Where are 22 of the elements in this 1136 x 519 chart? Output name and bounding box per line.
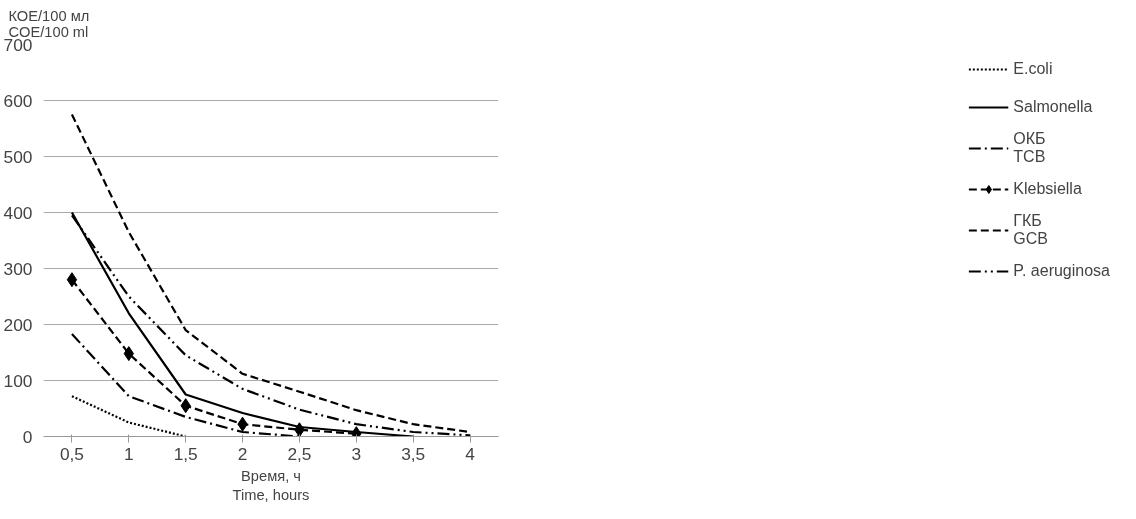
- x-tick-label: 2: [237, 443, 248, 464]
- x-tick-label: 1: [123, 443, 134, 464]
- y-tick-label: 600: [3, 90, 33, 111]
- y-tick-label: 200: [3, 314, 33, 335]
- x-tick-label: 0,5: [59, 443, 84, 464]
- y-tick-label: 100: [3, 370, 33, 391]
- x-tick-label: 3: [351, 443, 362, 464]
- x-tick-label: 3,5: [401, 443, 426, 464]
- y-tick-label: 500: [3, 146, 33, 167]
- legend-label: Klebsiella: [1013, 179, 1082, 199]
- x-tick-label: 2,5: [287, 443, 312, 464]
- x-tick-label: 1,5: [173, 443, 198, 464]
- y-tick-label: 0: [22, 426, 33, 447]
- y-tick-label: 300: [3, 258, 33, 279]
- x-tick-label: 4: [465, 443, 476, 464]
- legend-label: ОКБ TCB: [1013, 130, 1046, 166]
- legend-label: P. aeruginosa: [1013, 261, 1110, 281]
- legend-label: ГКБ GCB: [1013, 212, 1048, 248]
- legend-label: Salmonella: [1013, 97, 1093, 117]
- legend-label: E.coli: [1013, 59, 1053, 79]
- x-axis-title: Время, ч Time, hours: [232, 467, 310, 503]
- y-tick-label: 400: [3, 202, 33, 223]
